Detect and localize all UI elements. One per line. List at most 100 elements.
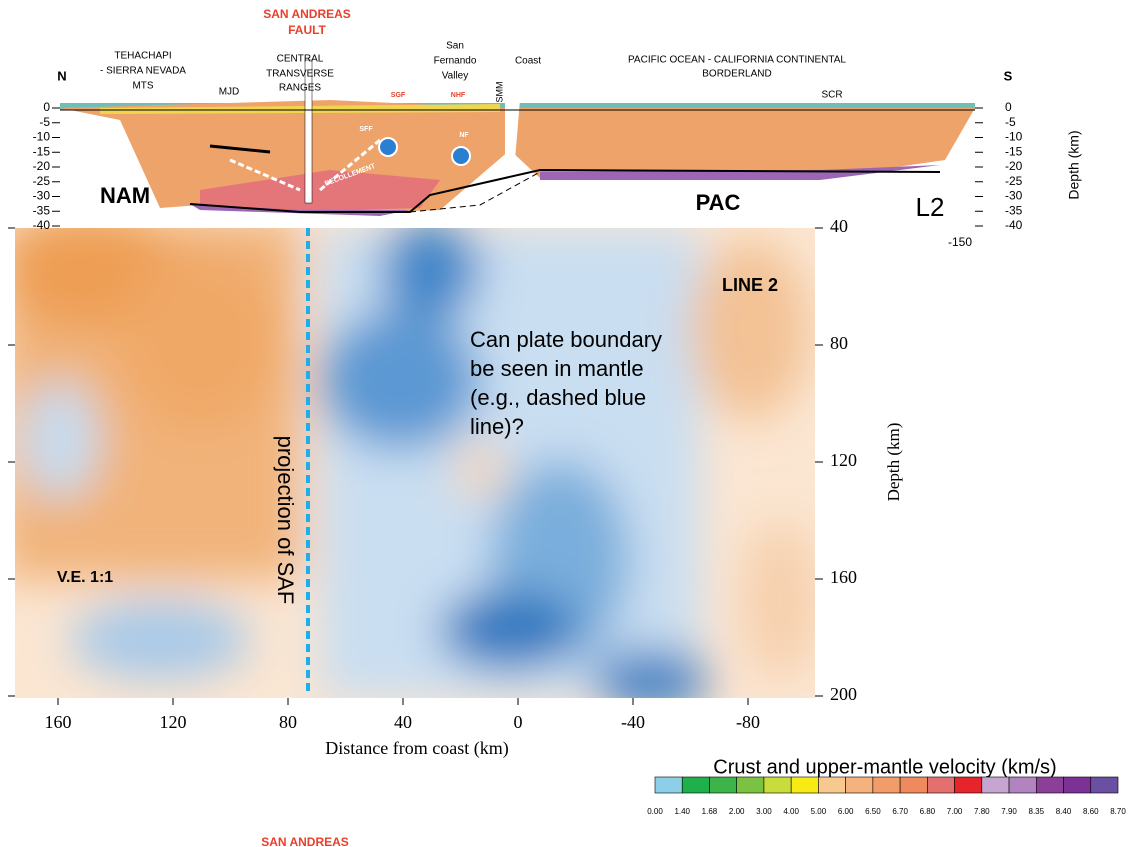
depth-tick-label: -30 xyxy=(33,189,51,203)
colorbar-swatch xyxy=(872,776,901,794)
x-tick-label: -80 xyxy=(736,712,760,732)
region-label: CENTRAL xyxy=(277,54,324,65)
region-label: RANGES xyxy=(279,83,322,94)
colorbar-label: 7.90 xyxy=(1001,807,1017,816)
line-label: LINE 2 xyxy=(722,275,778,295)
region-label: BORDERLAND xyxy=(702,69,771,80)
colorbar-swatch xyxy=(1008,776,1037,794)
depth-tick-label: -35 xyxy=(33,203,51,217)
x-tick-label: -40 xyxy=(621,712,645,732)
colorbar-label: 0.00 xyxy=(647,807,663,816)
depth-tick-label: -15 xyxy=(33,144,51,158)
south: S xyxy=(1004,68,1013,83)
region-label: Coast xyxy=(515,56,541,67)
colorbar-swatch xyxy=(845,776,874,794)
depth-tick-label: -20 xyxy=(33,159,51,173)
depth-tick-label: -25 xyxy=(33,174,51,188)
ve-label: V.E. 1:1 xyxy=(57,569,113,586)
depth-tick-label: -10 xyxy=(33,130,51,144)
colorbar-label: 6.70 xyxy=(892,807,908,816)
colorbar-label: 8.60 xyxy=(1083,807,1099,816)
y-tick-label: 160 xyxy=(830,567,857,587)
tick-label: -150 xyxy=(948,235,972,249)
colorbar-label: 2.00 xyxy=(729,807,745,816)
colorbar-label: 5.00 xyxy=(811,807,827,816)
x-tick-label: 120 xyxy=(160,712,187,732)
question: line)? xyxy=(470,414,524,439)
colorbar-label: 7.00 xyxy=(947,807,963,816)
region-label: Fernando xyxy=(434,56,477,67)
colorbar-label: 8.35 xyxy=(1029,807,1045,816)
depth-tick-label: -40 xyxy=(33,218,51,232)
region-label: SMM xyxy=(494,82,504,103)
fault-label: NF xyxy=(459,132,469,139)
y-tick-label: 120 xyxy=(830,450,857,470)
colorbar-title: Crust and upper-mantle velocity (km/s) xyxy=(713,756,1056,778)
colorbar-swatch xyxy=(1063,776,1092,794)
region-label: TRANSVERSE xyxy=(266,69,334,80)
fault-title: SAN ANDREAS xyxy=(263,7,351,21)
y-tick-label: 200 xyxy=(830,684,857,704)
region-label: PACIFIC OCEAN - CALIFORNIA CONTINENTAL xyxy=(628,55,846,66)
colorbar-swatch xyxy=(654,776,683,794)
colorbar-label: 8.40 xyxy=(1056,807,1072,816)
region-label: San xyxy=(446,41,464,52)
y-axis-label: Depth (km) xyxy=(884,423,903,502)
region-label: TEHACHAPI xyxy=(114,51,171,62)
y-tick-label: 80 xyxy=(830,333,848,353)
region-label: - SIERRA NEVADA xyxy=(100,66,186,77)
colorbar-label: 6.80 xyxy=(920,807,936,816)
region-label: SCR xyxy=(821,90,842,101)
fault-label: NHF xyxy=(451,92,466,99)
colorbar-label: 6.00 xyxy=(838,807,854,816)
region-label: Valley xyxy=(442,71,469,82)
colorbar-label: 6.50 xyxy=(865,807,881,816)
fault-label: SFF xyxy=(359,126,373,133)
cross-section xyxy=(55,59,975,228)
line-code: L2 xyxy=(916,192,945,222)
colorbar-swatch xyxy=(954,776,983,794)
fault-title: FAULT xyxy=(288,23,326,37)
x-tick-label: 80 xyxy=(279,712,297,732)
depth-tick-label: -5 xyxy=(1005,115,1016,129)
heatmap xyxy=(15,228,815,698)
depth-axis-label: Depth (km) xyxy=(1066,130,1082,199)
colorbar-label: 1.40 xyxy=(674,807,690,816)
colorbar-label: 8.70 xyxy=(1110,807,1126,816)
x-tick-label: 160 xyxy=(45,712,72,732)
colorbar-swatch xyxy=(927,776,955,794)
question: be seen in mantle xyxy=(470,356,644,381)
region-label: MTS xyxy=(132,81,153,92)
north: N xyxy=(57,68,66,83)
colorbar-swatch xyxy=(681,776,710,794)
question: (e.g., dashed blue xyxy=(470,385,646,410)
colorbar-label: 1.68 xyxy=(702,807,718,816)
depth-tick-label: -30 xyxy=(1005,189,1023,203)
depth-tick-label: -10 xyxy=(1005,130,1023,144)
x-tick-label: 40 xyxy=(394,712,412,732)
colorbar-label: 4.00 xyxy=(783,807,799,816)
colorbar-swatch xyxy=(899,776,928,794)
depth-tick-label: 0 xyxy=(1005,100,1012,114)
x-axis-label: Distance from coast (km) xyxy=(325,738,508,759)
colorbar-swatch xyxy=(1090,776,1119,794)
footer-cut: SAN ANDREAS xyxy=(261,835,349,847)
colorbar-label: 3.00 xyxy=(756,807,772,816)
depth-tick-label: 0 xyxy=(43,100,50,114)
region-label: MJD xyxy=(219,87,240,98)
depth-tick-label: -35 xyxy=(1005,203,1023,217)
colorbar-swatch xyxy=(763,776,792,794)
depth-tick-label: -40 xyxy=(1005,218,1023,232)
depth-tick-label: -5 xyxy=(39,115,50,129)
depth-tick-label: -15 xyxy=(1005,144,1023,158)
y-tick-label: 40 xyxy=(830,216,848,236)
depth-tick-label: -25 xyxy=(1005,174,1023,188)
colorbar-swatch xyxy=(790,776,819,794)
colorbar-swatch xyxy=(709,776,738,794)
projection-label: projection of SAF xyxy=(273,436,298,605)
x-tick-label: 0 xyxy=(514,712,523,732)
plate-label: PAC xyxy=(696,190,741,215)
colorbar-label: 7.80 xyxy=(974,807,990,816)
colorbar-swatch xyxy=(981,776,1010,794)
